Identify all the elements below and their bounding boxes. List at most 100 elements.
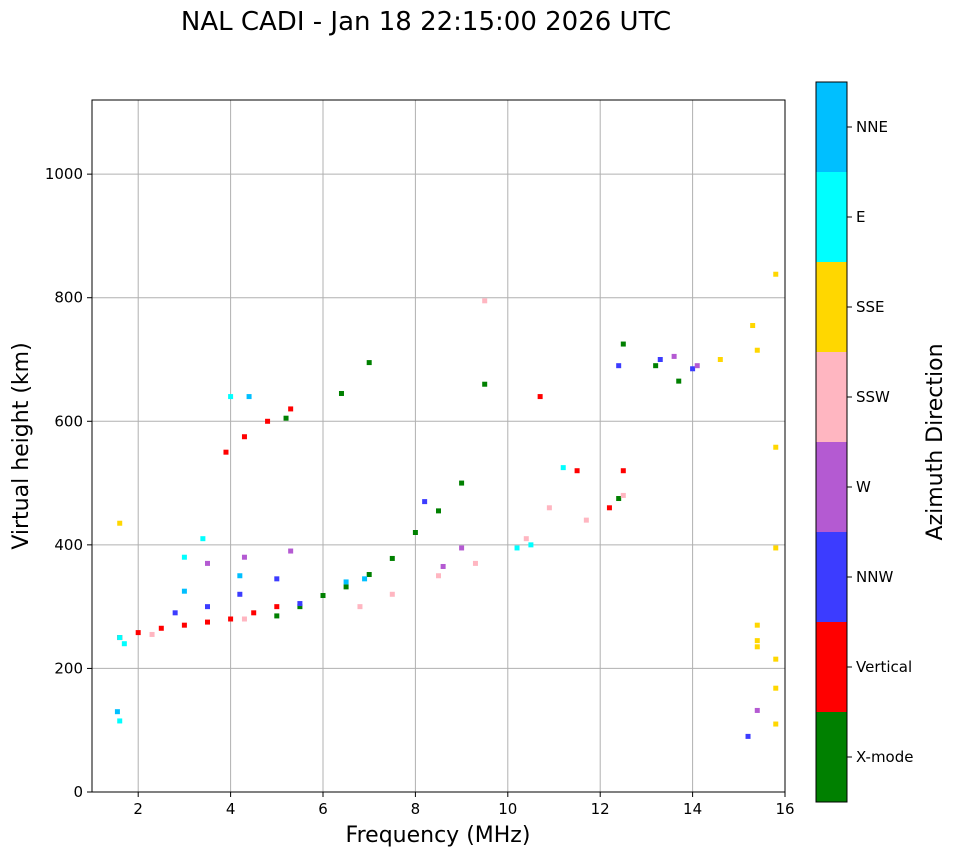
data-point — [482, 381, 488, 387]
data-point — [472, 560, 478, 566]
data-point — [745, 733, 751, 739]
y-axis-label: Virtual height (km) — [9, 342, 34, 549]
data-point — [657, 357, 663, 362]
y-tick-label: 600 — [54, 412, 83, 430]
data-point — [297, 601, 303, 607]
data-point — [750, 323, 756, 329]
x-tick-label: 14 — [683, 800, 702, 818]
data-point — [560, 465, 566, 471]
y-axis: 0 200 400 600 800 1000 — [45, 165, 92, 801]
colorbar-label-item: W — [856, 478, 871, 496]
data-point — [459, 545, 465, 551]
data-point — [436, 573, 441, 579]
x-axis: 2 4 6 8 10 12 14 16 — [133, 792, 795, 818]
colorbar-label-item: E — [856, 208, 865, 226]
colorbar-label-item: Vertical — [856, 658, 912, 676]
data-point — [690, 366, 696, 372]
data-point — [241, 554, 247, 560]
data-point — [546, 505, 552, 511]
data-point — [523, 536, 529, 542]
data-point — [251, 610, 257, 616]
data-point — [482, 298, 488, 304]
data-point — [288, 406, 294, 412]
data-point — [181, 622, 187, 628]
data-point — [754, 638, 760, 644]
data-point — [773, 656, 779, 662]
colorbar-segment — [816, 172, 847, 262]
data-point — [223, 449, 229, 455]
data-point — [237, 573, 243, 579]
x-tick-label: 4 — [226, 800, 236, 818]
colorbar: X-mode Vertical NNW W SSW SSE E NNE — [815, 81, 913, 803]
x-tick-label: 16 — [775, 800, 794, 818]
data-point — [773, 721, 779, 727]
data-point — [412, 530, 418, 535]
data-point — [676, 378, 682, 384]
colorbar-segment — [816, 82, 847, 172]
data-point — [283, 415, 289, 421]
data-point — [754, 622, 760, 628]
data-point — [440, 563, 446, 569]
y-tick-label: 200 — [54, 659, 83, 677]
data-point — [620, 492, 626, 498]
colorbar-frame — [815, 81, 848, 803]
x-tick-label: 12 — [591, 800, 610, 818]
data-point — [436, 508, 441, 514]
data-point — [181, 588, 187, 594]
colorbar-segment — [816, 622, 847, 712]
data-point — [228, 394, 234, 400]
data-point — [297, 604, 303, 610]
data-point — [620, 468, 626, 474]
data-point — [773, 685, 779, 691]
data-point — [528, 542, 534, 548]
colorbar-label-item: SSW — [856, 388, 890, 406]
colorbar-label-item: NNW — [856, 568, 893, 586]
data-point — [288, 548, 294, 554]
data-point — [422, 499, 428, 505]
data-point — [200, 536, 206, 542]
colorbar-segment — [816, 442, 847, 532]
data-point — [121, 641, 127, 647]
data-point — [241, 616, 247, 622]
data-point — [754, 347, 760, 353]
x-tick-label: 2 — [133, 800, 143, 818]
data-point — [117, 520, 123, 526]
data-point — [620, 341, 626, 347]
data-point — [606, 505, 612, 511]
colorbar-segment — [816, 352, 847, 442]
data-point — [205, 560, 210, 566]
data-point — [205, 604, 210, 610]
data-point — [357, 604, 363, 610]
data-point — [172, 610, 178, 616]
data-point — [274, 613, 280, 619]
data-point — [514, 545, 520, 551]
data-point — [114, 709, 120, 715]
chart-title: NAL CADI - Jan 18 22:15:00 2026 UTC — [181, 7, 671, 37]
data-point — [362, 576, 368, 582]
data-point — [574, 468, 580, 474]
data-point — [320, 593, 326, 599]
data-point — [181, 554, 187, 560]
data-point — [717, 357, 723, 362]
grid-lines — [92, 100, 786, 793]
data-point — [653, 363, 659, 369]
data-point — [583, 517, 589, 523]
data-point — [265, 418, 271, 424]
data-point — [158, 625, 164, 631]
x-tick-label: 6 — [318, 800, 328, 818]
data-point — [237, 591, 243, 597]
data-point — [135, 630, 141, 636]
data-point — [616, 363, 622, 369]
colorbar-label-item: X-mode — [856, 748, 913, 766]
y-tick-label: 800 — [54, 289, 83, 307]
data-point — [228, 616, 234, 622]
data-point — [773, 545, 779, 551]
y-tick-label: 0 — [73, 783, 83, 801]
data-point — [694, 363, 700, 369]
data-point — [459, 480, 465, 486]
x-tick-label: 10 — [498, 800, 517, 818]
data-point — [773, 271, 779, 277]
colorbar-label-item: SSE — [856, 298, 885, 316]
y-tick-label: 1000 — [45, 165, 83, 183]
x-axis-label: Frequency (MHz) — [346, 823, 531, 848]
